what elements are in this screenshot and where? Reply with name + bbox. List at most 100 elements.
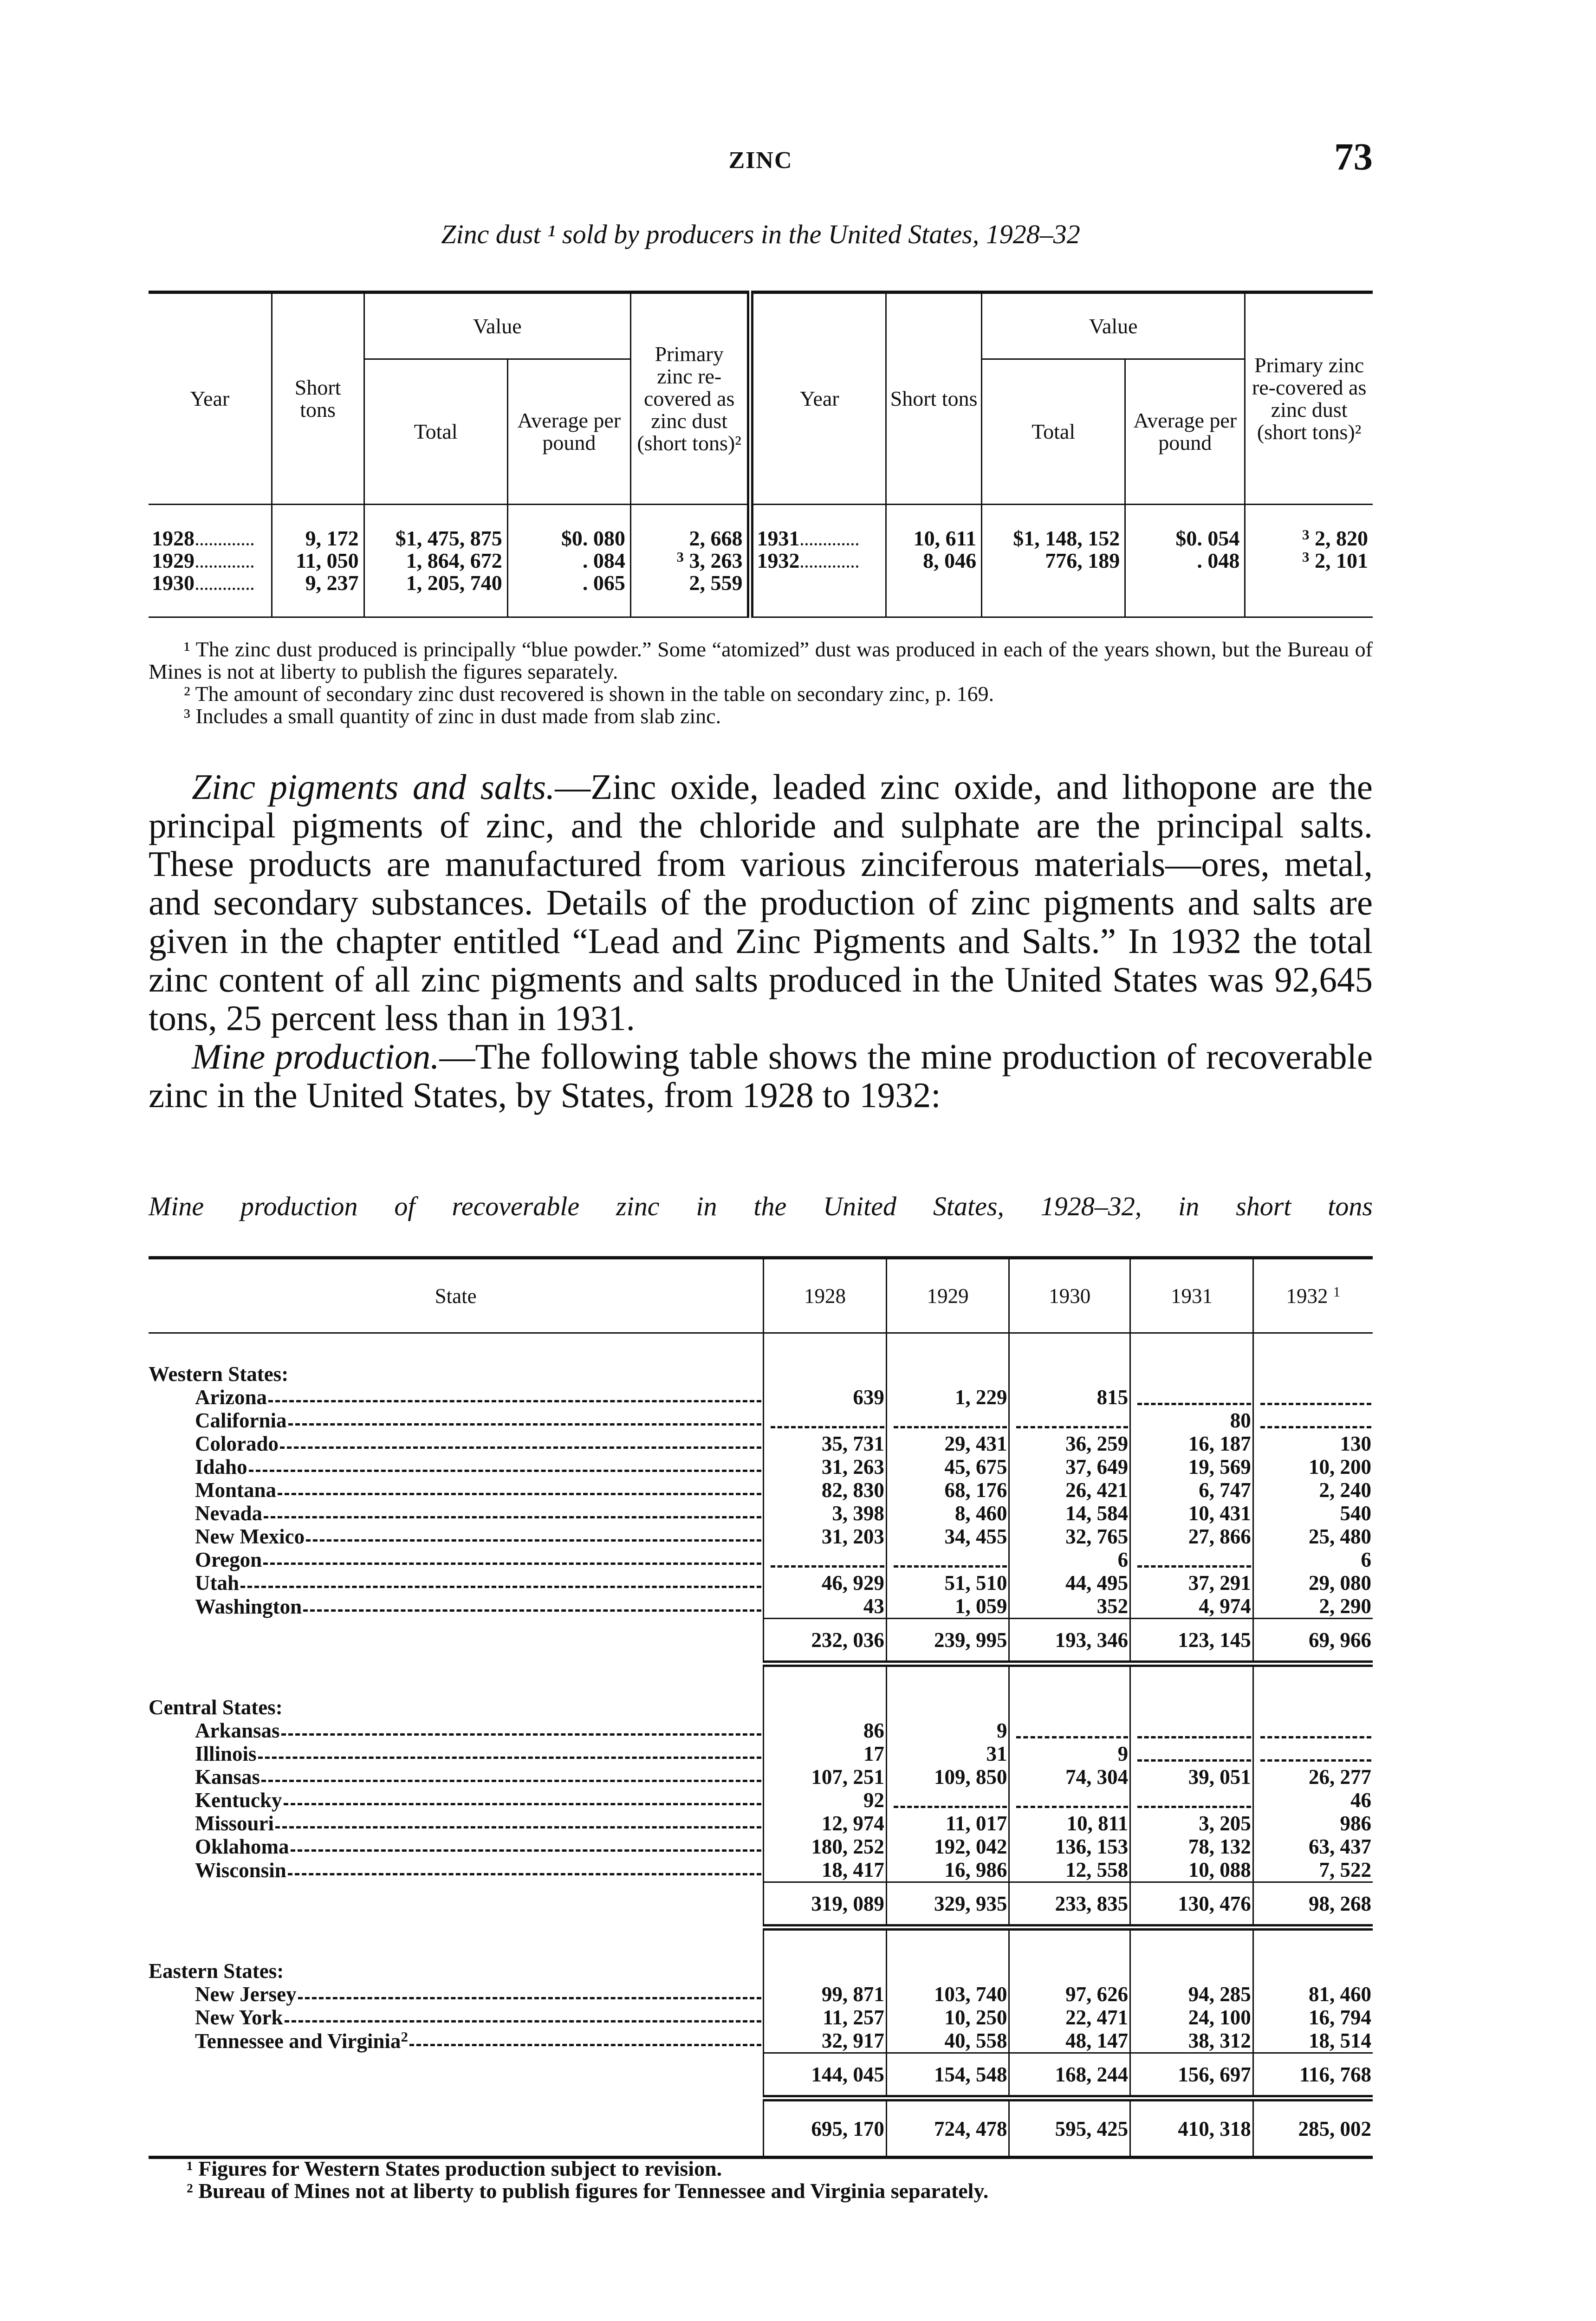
value: 1929 bbox=[152, 549, 195, 572]
value-1928 bbox=[763, 1548, 887, 1571]
header-state: State bbox=[149, 1258, 764, 1334]
subtotal-1928: 232, 036 bbox=[763, 1618, 887, 1667]
spacer-row bbox=[149, 1927, 1373, 1959]
state-name: Montana bbox=[152, 1478, 762, 1502]
value-1931: 94, 285 bbox=[1129, 1983, 1253, 2006]
value: $0. 080 bbox=[561, 526, 625, 550]
value-1930: 22, 471 bbox=[1008, 2006, 1130, 2029]
value-1932: 16, 794 bbox=[1252, 2006, 1373, 2029]
value-1928: 43 bbox=[763, 1595, 887, 1619]
value-1932: 540 bbox=[1252, 1502, 1373, 1525]
table1-caption: Zinc dust ¹ sold by producers in the Uni… bbox=[441, 219, 1080, 249]
leader-dots bbox=[196, 543, 253, 545]
table-row: Idaho 31, 263 45, 675 37, 649 19, 569 10, 200 bbox=[149, 1455, 1373, 1478]
state-name: Washington bbox=[152, 1595, 762, 1618]
value-1929: 68, 176 bbox=[885, 1478, 1009, 1502]
value-1928: 639 bbox=[763, 1386, 887, 1409]
cell-average: $0. 054 bbox=[1129, 527, 1239, 550]
no-data-dashes bbox=[1137, 1746, 1251, 1762]
state-label: Missouri bbox=[195, 1812, 274, 1835]
leader-dots bbox=[801, 565, 859, 568]
value-1932: 6 bbox=[1252, 1548, 1373, 1571]
state-label: Kentucky bbox=[195, 1789, 282, 1812]
state-name: Arkansas bbox=[152, 1719, 762, 1742]
no-data-dashes bbox=[771, 1413, 884, 1428]
empty-cell bbox=[149, 1619, 764, 1664]
leader-dots bbox=[306, 1525, 762, 1542]
value-1930: 44, 495 bbox=[1008, 1571, 1130, 1595]
empty-cell bbox=[885, 1927, 1009, 1959]
value-1931: 27, 866 bbox=[1129, 1525, 1253, 1548]
subtotal-1928: 144, 045 bbox=[763, 2052, 887, 2101]
table-row: Utah 46, 929 51, 510 44, 495 37, 291 29, 080 bbox=[149, 1571, 1373, 1595]
header-label: 1928 bbox=[804, 1284, 846, 1308]
empty-cell bbox=[1008, 1959, 1130, 1983]
value-1931: 37, 291 bbox=[1129, 1571, 1253, 1595]
empty-cell bbox=[1252, 1927, 1373, 1959]
column-primary: 2, 668 3 3, 263 2, 559 bbox=[629, 504, 751, 617]
empty-cell bbox=[1008, 1664, 1130, 1696]
value-1930 bbox=[1008, 1409, 1130, 1432]
value: 776, 189 bbox=[1045, 549, 1120, 572]
state-cell: California bbox=[149, 1409, 764, 1432]
value-1929: 10, 250 bbox=[885, 2006, 1009, 2029]
table-row: Wisconsin 18, 417 16, 986 12, 558 10, 088 7, … bbox=[149, 1858, 1373, 1882]
empty-cell bbox=[1252, 1333, 1373, 1362]
table-row: California 80 bbox=[149, 1409, 1373, 1432]
value-1932 bbox=[1252, 1742, 1373, 1765]
empty-cell bbox=[763, 1333, 887, 1362]
leader-dots bbox=[248, 1455, 762, 1472]
leader-dots bbox=[281, 1719, 762, 1736]
value-1930: 14, 584 bbox=[1008, 1502, 1130, 1525]
cell-short-tons: 10, 611 bbox=[890, 527, 976, 550]
grand-total-1930: 595, 425 bbox=[1008, 2098, 1130, 2158]
cell-total: $1, 148, 152 bbox=[986, 527, 1120, 550]
table-row: Arkansas 86 9 bbox=[149, 1719, 1373, 1742]
state-cell: Kansas bbox=[149, 1765, 764, 1789]
value-1929: 45, 675 bbox=[885, 1455, 1009, 1478]
table-row: Colorado 35, 731 29, 431 36, 259 16, 187 130 bbox=[149, 1432, 1373, 1455]
state-name: Tennessee and Virginia 2 bbox=[152, 2029, 762, 2053]
value-1932: 18, 514 bbox=[1252, 2029, 1373, 2053]
header-1931: 1931 bbox=[1129, 1258, 1253, 1334]
value: 10, 611 bbox=[913, 526, 977, 550]
state-name: Nevada bbox=[152, 1502, 762, 1525]
value-1930: 136, 153 bbox=[1008, 1835, 1130, 1858]
state-cell: Montana bbox=[149, 1478, 764, 1502]
value: $0. 054 bbox=[1175, 526, 1240, 550]
subtotal-1931: 123, 145 bbox=[1129, 1618, 1253, 1667]
value-1932 bbox=[1252, 1719, 1373, 1742]
table-row: Montana 82, 830 68, 176 26, 421 6, 747 2, 240 bbox=[149, 1478, 1373, 1502]
table2-caption: Mine production of recoverable zinc in t… bbox=[149, 1191, 1373, 1221]
value-1929: 29, 431 bbox=[885, 1432, 1009, 1455]
state-cell: Kentucky bbox=[149, 1789, 764, 1812]
header-total: Total bbox=[363, 359, 508, 505]
cell-total: 1, 864, 672 bbox=[368, 550, 502, 572]
page-number: 73 bbox=[1334, 135, 1373, 178]
footnote: ² The amount of secondary zinc dust reco… bbox=[184, 682, 994, 706]
cell-average: $0. 080 bbox=[512, 527, 625, 550]
value-1931 bbox=[1129, 1789, 1253, 1812]
value-1932: 46 bbox=[1252, 1789, 1373, 1812]
state-name: Wisconsin bbox=[152, 1859, 762, 1882]
value-1928: 180, 252 bbox=[763, 1835, 887, 1858]
grand-total-1931: 410, 318 bbox=[1129, 2098, 1253, 2158]
footnote-ref: 3 bbox=[1302, 549, 1310, 565]
no-data-dashes bbox=[1016, 1723, 1129, 1738]
state-label: Utah bbox=[195, 1571, 240, 1595]
value-1928: 18, 417 bbox=[763, 1858, 887, 1882]
state-label: Oklahoma bbox=[195, 1835, 289, 1858]
footnote: ¹ Figures for Western States production … bbox=[187, 2157, 722, 2180]
cell-short-tons: 11, 050 bbox=[276, 550, 358, 572]
leader-dots bbox=[196, 588, 253, 590]
value-1929: 16, 986 bbox=[885, 1858, 1009, 1882]
header-label: 1931 bbox=[1170, 1284, 1213, 1308]
cell-year: 1930 bbox=[152, 572, 266, 594]
value-1931: 80 bbox=[1129, 1409, 1253, 1432]
no-data-dashes bbox=[1137, 1723, 1251, 1738]
empty-cell bbox=[885, 1664, 1009, 1696]
header-1928: 1928 bbox=[763, 1258, 887, 1334]
cell-average: . 065 bbox=[512, 572, 625, 594]
column-total: $1, 475, 875 1, 864, 672 1, 205, 740 bbox=[363, 504, 508, 617]
value-1929: 31 bbox=[885, 1742, 1009, 1765]
